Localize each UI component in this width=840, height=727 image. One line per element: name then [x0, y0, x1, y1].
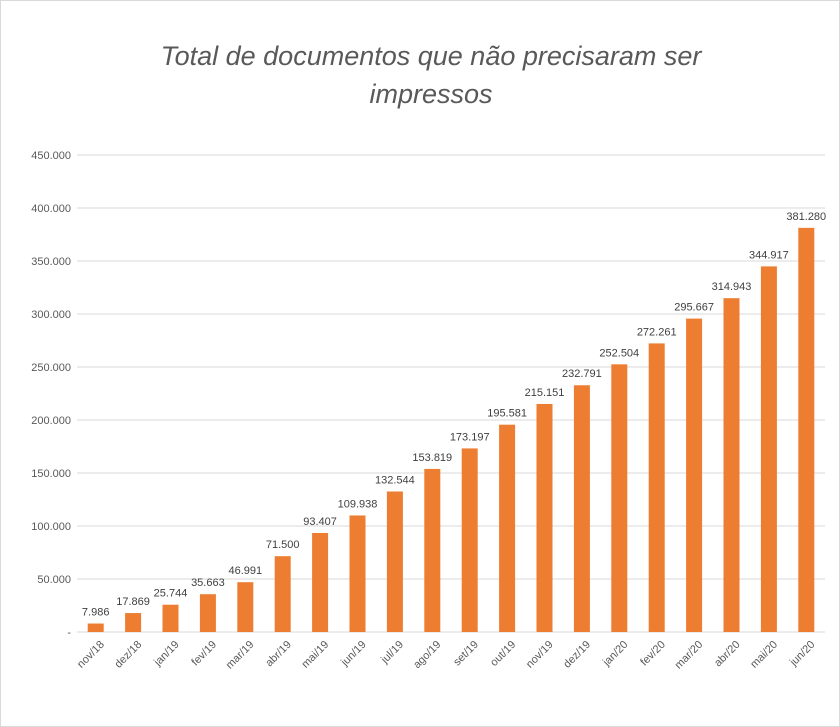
x-tick-label: nov/19 [524, 639, 556, 671]
gridlines [77, 154, 825, 633]
bar [648, 343, 665, 632]
bar [274, 556, 291, 632]
data-label: 7.986 [82, 607, 110, 619]
bar [87, 623, 104, 632]
x-tick-label: abr/20 [712, 639, 743, 670]
data-label: 17.869 [116, 596, 150, 608]
y-axis-ticks: - 50.000 100.000 150.000 200.000 250.000 300.0… [31, 150, 71, 639]
bar [424, 468, 441, 632]
x-tick-label: jun/20 [787, 639, 817, 669]
y-tick-label: 250.000 [31, 362, 71, 374]
x-tick-label: out/19 [488, 639, 518, 669]
bar [611, 364, 628, 632]
data-label: 71.500 [266, 539, 300, 551]
bar [760, 266, 777, 632]
x-tick-label: mar/19 [224, 639, 257, 672]
x-tick-label: mar/20 [673, 639, 706, 672]
x-tick-label: dez/19 [561, 639, 593, 671]
bar [162, 604, 179, 632]
data-label: 35.663 [191, 577, 225, 589]
data-label: 272.261 [637, 326, 677, 338]
data-label: 46.991 [228, 565, 262, 577]
data-label: 153.819 [412, 452, 452, 464]
data-label: 93.407 [303, 516, 337, 528]
y-tick-label: 350.000 [31, 256, 71, 268]
y-tick-label: - [67, 627, 71, 639]
bar [573, 385, 590, 632]
data-label: 344.917 [749, 249, 789, 261]
data-label: 295.667 [674, 302, 714, 314]
data-label: 232.791 [562, 368, 602, 380]
data-label: 25.744 [154, 588, 188, 600]
bar [798, 227, 815, 632]
y-tick-label: 400.000 [31, 203, 71, 215]
bar [461, 448, 478, 632]
y-tick-label: 200.000 [31, 415, 71, 427]
x-tick-label: ago/19 [411, 639, 443, 671]
bar [499, 424, 516, 632]
bar [386, 491, 403, 632]
y-tick-label: 450.000 [31, 150, 71, 162]
x-tick-label: fev/19 [189, 639, 219, 669]
x-axis-ticks: nov/18 dez/18 jan/19 fev/19 mar/19 abr/19 mai/… [75, 639, 817, 672]
data-label: 252.504 [599, 347, 639, 359]
data-label: 215.151 [525, 387, 565, 399]
bar [312, 532, 329, 632]
x-tick-label: jul/19 [378, 639, 406, 667]
x-tick-label: fev/20 [638, 639, 668, 669]
x-tick-label: dez/18 [112, 639, 144, 671]
bar [237, 582, 254, 632]
bar [686, 318, 703, 632]
data-label: 173.197 [450, 431, 490, 443]
data-label: 109.938 [338, 498, 378, 510]
x-tick-label: jan/19 [151, 639, 181, 669]
bar [349, 515, 366, 632]
data-label: 381.280 [786, 211, 826, 223]
y-tick-label: 300.000 [31, 309, 71, 321]
y-tick-label: 100.000 [31, 521, 71, 533]
chart-title: Total de documentos que não precisaram s… [160, 41, 702, 109]
x-tick-label: jan/20 [600, 639, 630, 669]
x-tick-label: nov/18 [75, 639, 107, 671]
x-tick-label: abr/19 [263, 639, 294, 670]
bar [536, 403, 553, 632]
x-tick-label: mai/19 [299, 639, 331, 671]
bar [723, 298, 740, 632]
data-label: 195.581 [487, 408, 527, 420]
bar [125, 613, 142, 632]
bars [87, 227, 815, 632]
data-label: 132.544 [375, 475, 415, 487]
x-tick-label: set/19 [451, 639, 481, 669]
data-label: 314.943 [712, 281, 752, 293]
x-tick-label: jun/19 [338, 639, 368, 669]
y-tick-label: 50.000 [37, 574, 71, 586]
y-tick-label: 150.000 [31, 468, 71, 480]
bar [199, 594, 216, 632]
x-tick-label: mai/20 [748, 639, 780, 671]
